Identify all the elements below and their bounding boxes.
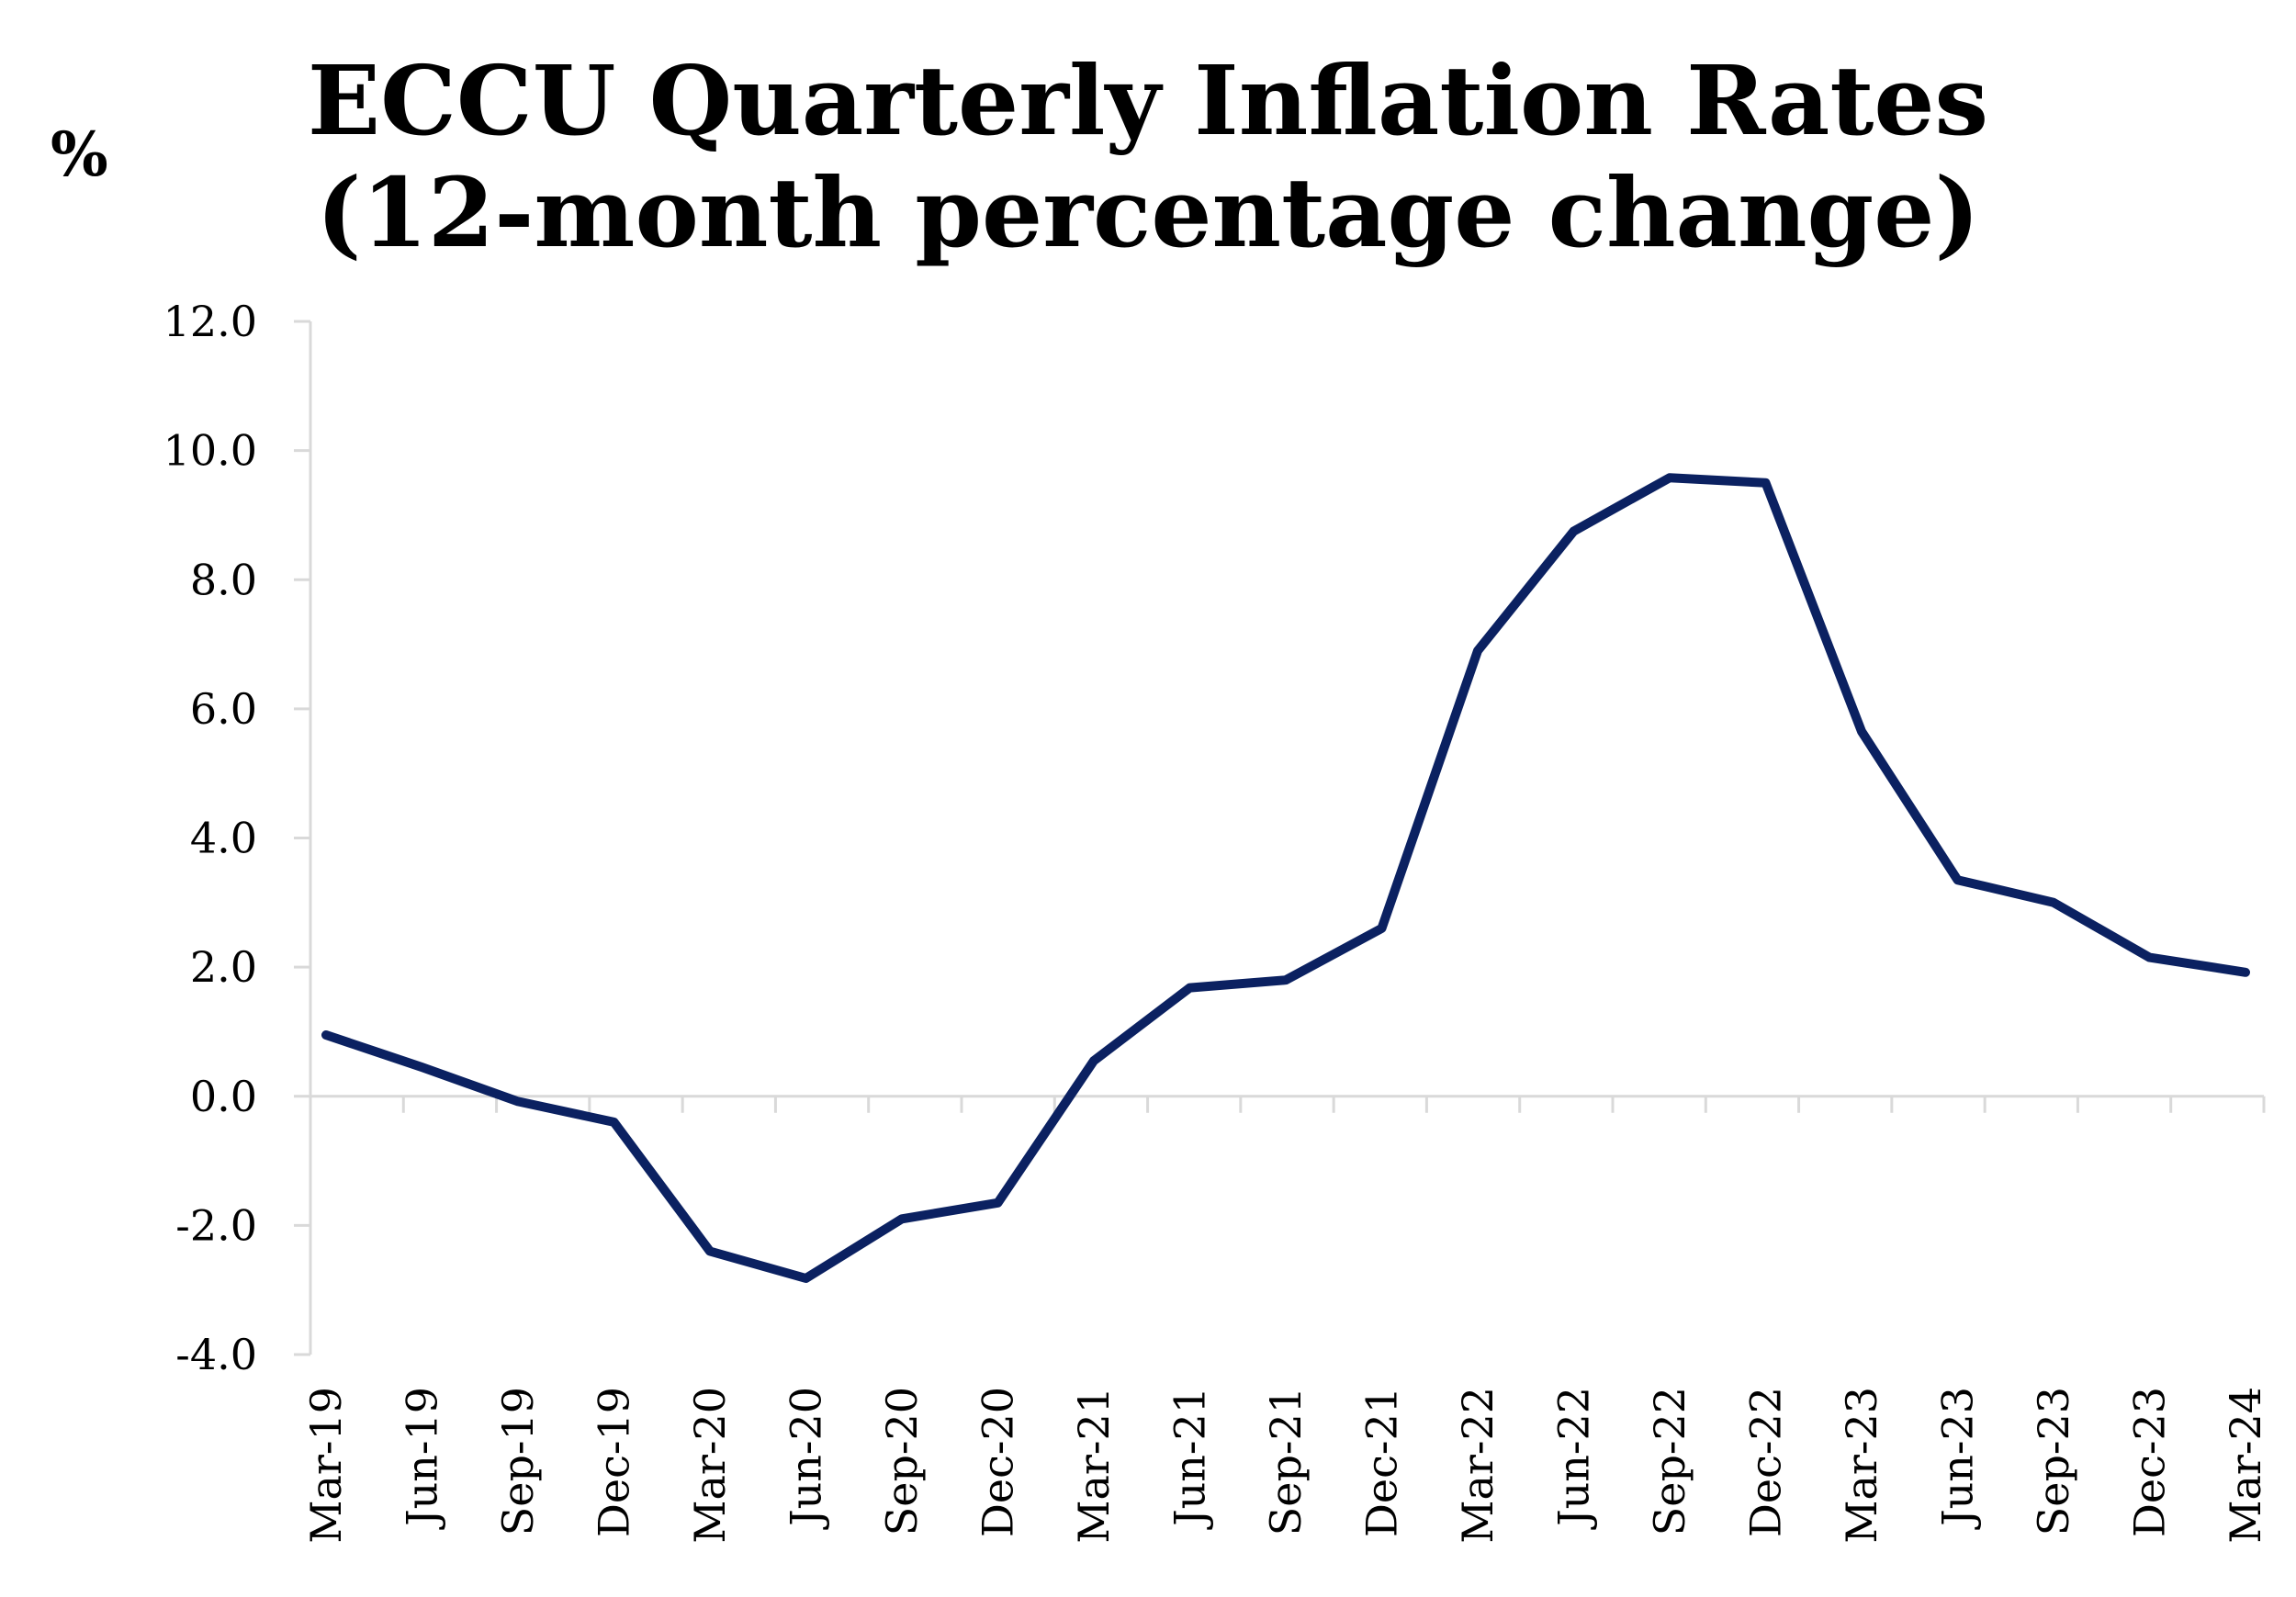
data-point — [2053, 902, 2054, 904]
x-tick-label: Jun-23 — [1933, 1387, 1983, 1530]
x-tick-label: Sep-21 — [1261, 1387, 1311, 1535]
series-line — [321, 473, 2250, 1283]
y-axis-ticks: 12.0 10.0 8.0 6.0 4.0 2.0 0.0 -2.0 -4.0 — [163, 297, 310, 1379]
data-point — [1285, 979, 1287, 981]
data-point — [325, 1034, 327, 1036]
data-point — [2149, 957, 2151, 959]
x-tick-label: Sep-20 — [877, 1387, 927, 1535]
data-point — [1381, 928, 1383, 929]
x-tick-label: Jun-19 — [398, 1387, 447, 1530]
data-point — [709, 1251, 711, 1253]
series-group — [321, 473, 2250, 1283]
y-tick-label: -2.0 — [175, 1200, 257, 1250]
x-tick-label: Mar-23 — [1837, 1387, 1886, 1544]
data-point — [1861, 730, 1863, 732]
y-tick-label: 8.0 — [190, 555, 257, 604]
x-tick-label: Sep-22 — [1645, 1387, 1694, 1535]
x-tick-label: Dec-23 — [2125, 1387, 2175, 1537]
x-tick-label: Jun-20 — [782, 1387, 831, 1530]
data-point — [1573, 531, 1575, 533]
y-tick-label: -4.0 — [175, 1330, 257, 1379]
axes — [309, 321, 2264, 1355]
x-axis-ticks: Mar-19 Jun-19 Sep-19 Dec-19 Mar-20 Jun-20 Sep-… — [301, 1096, 2270, 1544]
data-point — [901, 1218, 903, 1220]
x-tick-label: Mar-21 — [1069, 1387, 1119, 1544]
x-tick-label: Dec-21 — [1357, 1387, 1407, 1537]
y-axis-unit: % — [51, 118, 108, 190]
x-tick-label: Dec-19 — [590, 1387, 639, 1537]
data-point — [997, 1202, 999, 1204]
chart-subtitle: (12-month percentage change) — [316, 156, 1980, 269]
data-point — [517, 1100, 519, 1102]
data-point — [1477, 650, 1479, 652]
y-tick-label: 0.0 — [190, 1072, 257, 1121]
data-point — [1093, 1060, 1095, 1062]
x-tick-label: Sep-19 — [493, 1387, 543, 1535]
y-tick-label: 4.0 — [190, 814, 257, 863]
x-tick-label: Mar-20 — [685, 1387, 735, 1544]
y-tick-label: 6.0 — [190, 684, 257, 734]
data-point — [2245, 972, 2246, 973]
data-point — [613, 1121, 615, 1123]
x-tick-label: Mar-19 — [301, 1387, 351, 1544]
x-tick-label: Dec-20 — [974, 1387, 1023, 1537]
data-point — [1957, 879, 1959, 881]
data-point — [1669, 477, 1671, 478]
data-point — [1765, 482, 1767, 484]
data-point — [1189, 987, 1191, 989]
y-tick-label: 12.0 — [163, 297, 257, 346]
y-tick-label: 2.0 — [190, 942, 257, 992]
x-tick-label: Sep-23 — [2029, 1387, 2078, 1535]
x-tick-label: Mar-22 — [1453, 1387, 1503, 1544]
chart-title: ECCU Quarterly Inflation Rates — [307, 44, 1989, 157]
x-tick-label: Jun-22 — [1549, 1387, 1599, 1530]
data-point — [805, 1277, 807, 1279]
data-point — [422, 1066, 423, 1068]
y-tick-label: 10.0 — [163, 426, 257, 476]
x-tick-label: Dec-22 — [1741, 1387, 1791, 1537]
x-tick-label: Jun-21 — [1165, 1387, 1215, 1530]
x-tick-label: Mar-24 — [2221, 1387, 2270, 1544]
